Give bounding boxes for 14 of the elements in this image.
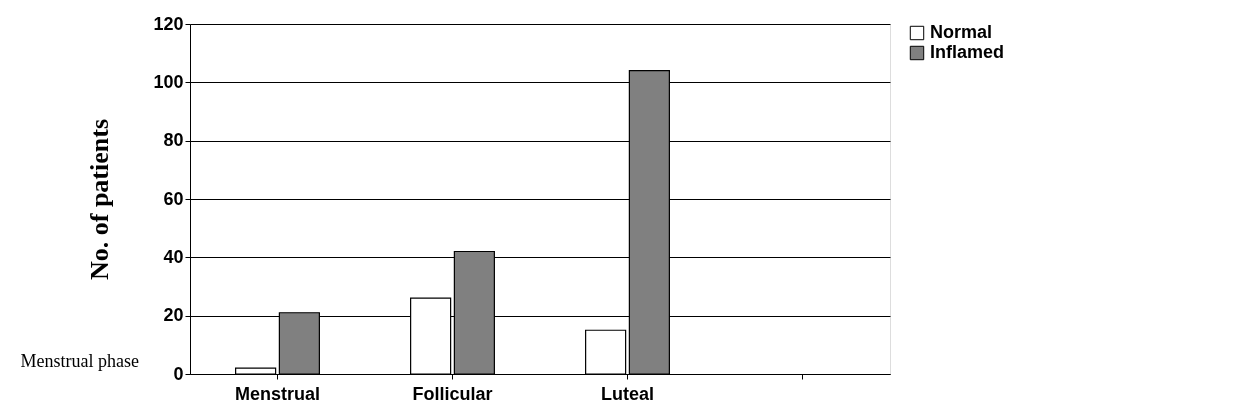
- y-tick-label: 40: [163, 246, 184, 267]
- x-tick-label: Follicular: [412, 383, 493, 404]
- legend-label: Normal: [930, 22, 993, 42]
- y-tick-label: 0: [173, 363, 184, 384]
- y-tick-label: 120: [153, 13, 184, 34]
- x-axis-title: Menstrual phase: [20, 350, 139, 371]
- y-tick-label: 80: [163, 130, 184, 151]
- y-tick-label: 20: [163, 305, 184, 326]
- x-tick-label: Luteal: [600, 383, 655, 404]
- legend-label: Inflamed: [930, 42, 1005, 62]
- y-tick-label: 60: [163, 188, 184, 209]
- x-tick-label: Menstrual: [234, 383, 321, 404]
- y-axis-title: No. of patients: [85, 118, 115, 281]
- y-tick-label: 100: [153, 71, 184, 92]
